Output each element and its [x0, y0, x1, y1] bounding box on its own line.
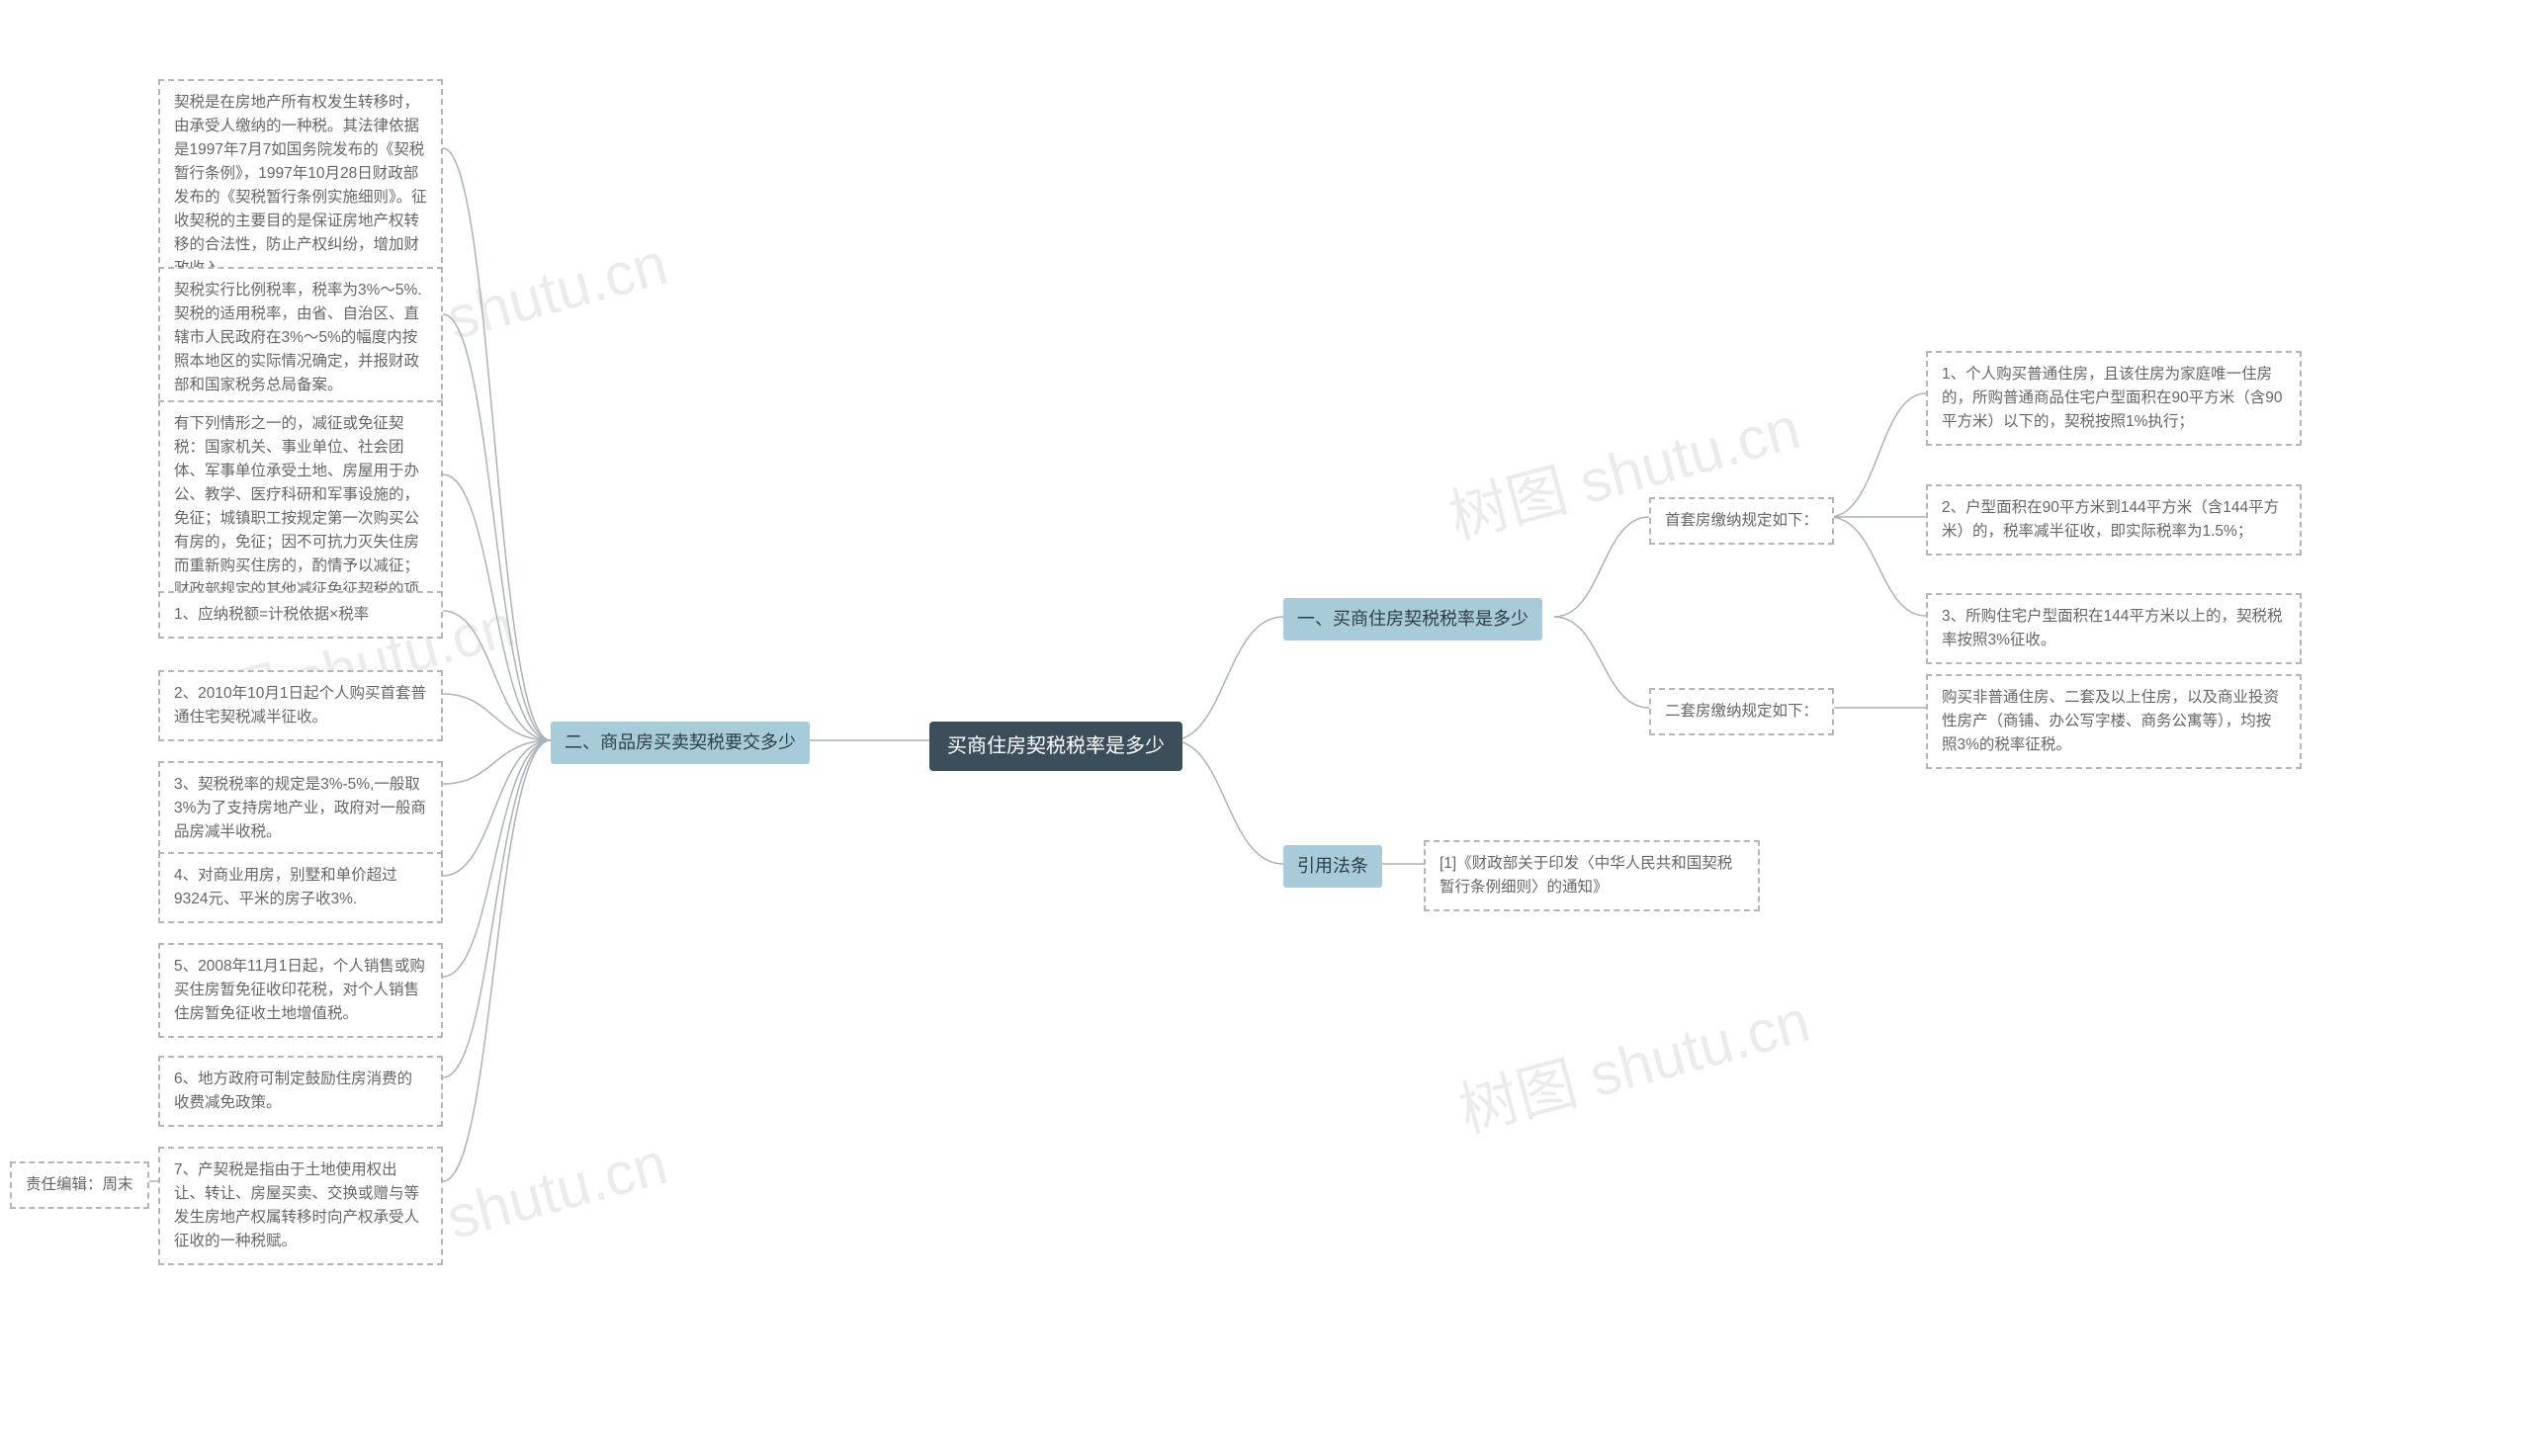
- leaf-r1a2: 2、户型面积在90平方米到144平方米（含144平方米）的，税率减半征收，即实际…: [1926, 484, 2302, 556]
- leaf-l1d: 1、应纳税额=计税依据×税率: [158, 591, 443, 639]
- leaf-r2a: [1]《财政部关于印发〈中华人民共和国契税暂行条例细则〉的通知》: [1424, 840, 1760, 911]
- watermark: shutu.cn: [440, 1129, 674, 1252]
- leaf-l1j-sub: 责任编辑：周末: [10, 1161, 149, 1209]
- leaf-l1j: 7、产契税是指由于土地使用权出让、转让、房屋买卖、交换或赠与等发生房地产权属转移…: [158, 1147, 443, 1265]
- leaf-l1b: 契税实行比例税率，税率为3%～5%.契税的适用税率，由省、自治区、直辖市人民政府…: [158, 267, 443, 409]
- watermark: shutu.cn: [440, 229, 674, 353]
- branch-l1: 二、商品房买卖契税要交多少: [551, 722, 810, 764]
- leaf-l1f: 3、契税税率的规定是3%-5%,一般取3%为了支持房地产业，政府对一般商品房减半…: [158, 761, 443, 856]
- sub-r1b: 二套房缴纳规定如下：: [1649, 688, 1834, 735]
- sub-r1a: 首套房缴纳规定如下：: [1649, 497, 1834, 545]
- leaf-l1g: 4、对商业用房，别墅和单价超过9324元、平米的房子收3%.: [158, 852, 443, 923]
- leaf-r1a1: 1、个人购买普通住房，且该住房为家庭唯一住房的，所购普通商品住宅户型面积在90平…: [1926, 351, 2302, 446]
- branch-r1: 一、买商住房契税税率是多少: [1283, 598, 1542, 641]
- leaf-l1h: 5、2008年11月1日起，个人销售或购买住房暂免征收印花税，对个人销售住房暂免…: [158, 943, 443, 1038]
- leaf-r1a3: 3、所购住宅户型面积在144平方米以上的，契税税率按照3%征收。: [1926, 593, 2302, 664]
- leaf-l1e: 2、2010年10月1日起个人购买首套普通住宅契税减半征收。: [158, 670, 443, 741]
- watermark: 树图 shutu.cn: [1448, 973, 1818, 1149]
- branch-r2: 引用法条: [1283, 845, 1382, 888]
- leaf-l1i: 6、地方政府可制定鼓励住房消费的收费减免政策。: [158, 1056, 443, 1127]
- leaf-r1b1: 购买非普通住房、二套及以上住房，以及商业投资性房产（商铺、办公写字楼、商务公寓等…: [1926, 674, 2302, 769]
- root-node: 买商住房契税税率是多少: [929, 722, 1182, 771]
- leaf-l1a: 契税是在房地产所有权发生转移时，由承受人缴纳的一种税。其法律依据是1997年7月…: [158, 79, 443, 293]
